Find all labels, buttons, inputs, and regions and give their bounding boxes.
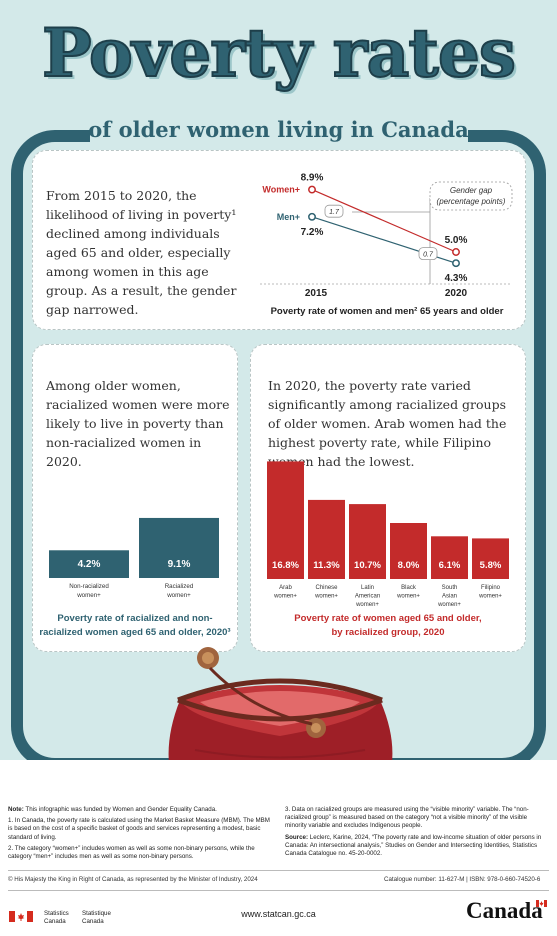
bar	[139, 517, 219, 578]
statcan-en-line1: Statistics	[44, 910, 69, 917]
bar-value-label: 10.7%	[354, 560, 381, 571]
statcan-url-link[interactable]: www.statcan.gc.ca	[241, 909, 316, 919]
bar	[349, 504, 386, 579]
bar-value-label: 6.1%	[439, 560, 461, 571]
bar-category-label: women+	[314, 594, 338, 600]
groups-chart-title: Poverty rate of women aged 65 and older,…	[294, 613, 482, 638]
statcan-fr-line2: Canada	[82, 917, 104, 925]
line-chart-title: Poverty rate of women and men² 65 years …	[270, 306, 504, 317]
note-label: Note:	[8, 806, 24, 813]
page-subtitle: of older women living in Canada	[88, 117, 469, 142]
gap-value-label: 1.7	[329, 209, 340, 216]
series-name-label: Women+	[262, 185, 300, 195]
canada-flag-icon	[9, 911, 33, 922]
notes-left: Note: This infographic was funded by Wom…	[8, 806, 270, 861]
footer-divider-2	[8, 890, 549, 891]
racialized-bar-chart: 4.2% Non-racialized women+ 9.1% Racialized wo…	[49, 517, 219, 599]
bar	[431, 536, 468, 579]
line-chart: Gender gap (percentage points) 2015 2020 8…	[260, 173, 513, 299]
data-label: 5.0%	[445, 235, 468, 246]
racialized-card	[32, 344, 238, 652]
data-point	[308, 212, 316, 221]
copyright-text: © His Majesty the King in Right of Canad…	[8, 876, 258, 883]
note-3: 3. Data on racialized groups are measure…	[285, 806, 529, 830]
statcan-fr-name: Statistique Canada	[82, 910, 111, 925]
bar	[267, 461, 304, 579]
bar-category-label: Black	[401, 585, 417, 591]
source-text: Leclerc, Karine, 2024, “The poverty rate…	[285, 833, 542, 858]
gap-badge	[324, 204, 344, 218]
data-point	[308, 185, 316, 194]
bar-value-label: 8.0%	[398, 560, 420, 571]
bar-category-label: Arab	[279, 585, 292, 591]
bar-value-label: 5.8%	[480, 560, 502, 571]
bar-category-label: women+	[396, 594, 420, 600]
bar-category-label: women+	[478, 594, 502, 600]
bar-value-label: 16.8%	[272, 560, 299, 571]
catalogue-text: Catalogue number: 11-627-M | ISBN: 978-0…	[384, 876, 541, 883]
source-label: Source:	[285, 833, 309, 841]
bar-value-label: 9.1%	[168, 559, 191, 570]
bar-category-label: South	[442, 585, 458, 591]
bar-category-label: American	[355, 594, 380, 600]
bar-category-label: Asian	[442, 594, 457, 600]
bar-category-label: Non-racialized	[69, 583, 109, 590]
series-name-label: Men+	[277, 212, 300, 222]
data-label: 7.2%	[301, 227, 324, 238]
gender-gap-text: From 2015 to 2020, the likelihood of liv…	[46, 188, 237, 317]
wordmark-flag-icon	[536, 900, 547, 907]
racialized-chart-title: Poverty rate of racialized and non-racia…	[39, 613, 231, 638]
bar-category-label: women+	[76, 592, 101, 599]
bar	[472, 538, 509, 579]
data-point	[452, 259, 460, 268]
bar-category-label: Filipino	[481, 585, 501, 591]
gap-badge	[418, 247, 438, 260]
bar-category-label: women+	[355, 602, 379, 608]
gap-legend-line2: (percentage points)	[437, 197, 506, 206]
note-text: This infographic was funded by Women and…	[25, 806, 217, 813]
bar-value-label: 11.3%	[313, 560, 340, 571]
gap-value-label: 0.7	[423, 252, 434, 259]
gap-legend-box	[429, 181, 513, 211]
data-label: 4.3%	[445, 273, 468, 284]
bar-value-label: 4.2%	[78, 559, 101, 570]
bar-category-label: Chinese	[315, 585, 338, 591]
groups-bar-chart: 16.8% Arab women+ 11.3% Chinese women+ 10.7% La…	[267, 461, 509, 608]
bar-category-label: women+	[437, 602, 461, 608]
bar	[49, 550, 129, 578]
x-tick-label: 2020	[445, 288, 468, 299]
gender-gap-card	[32, 150, 526, 330]
data-label: 8.9%	[301, 173, 324, 184]
series-line-0	[311, 189, 457, 253]
subtitle-band	[90, 114, 468, 148]
bar	[308, 499, 345, 579]
x-tick-label: 2015	[305, 288, 328, 299]
data-point	[452, 248, 460, 256]
canada-wordmark: Canada	[466, 898, 543, 923]
racialized-text: Among older women, racialized women were…	[46, 378, 230, 469]
note-2: 2. The category “women+” includes women …	[8, 844, 255, 861]
notes-section	[0, 760, 557, 936]
bar-category-label: women+	[166, 592, 191, 599]
notes-right: 3. Data on racialized groups are measure…	[285, 806, 549, 858]
bar-category-label: Racialized	[165, 583, 194, 590]
bar	[390, 523, 427, 579]
statcan-fr-line1: Statistique	[82, 910, 111, 917]
page-title: Poverty rates	[41, 13, 517, 93]
groups-text: In 2020, the poverty rate varied signifi…	[268, 378, 507, 469]
footer-divider-1	[8, 870, 549, 871]
bar-category-label: women+	[273, 594, 297, 600]
statcan-en-name: Statistics Canada	[44, 910, 69, 925]
note-1: 1. In Canada, the poverty rate is calcul…	[8, 817, 270, 841]
gap-legend-line1: Gender gap	[450, 186, 493, 195]
statcan-en-line2: Canada	[44, 917, 66, 925]
bar-category-label: Latin	[361, 585, 374, 591]
